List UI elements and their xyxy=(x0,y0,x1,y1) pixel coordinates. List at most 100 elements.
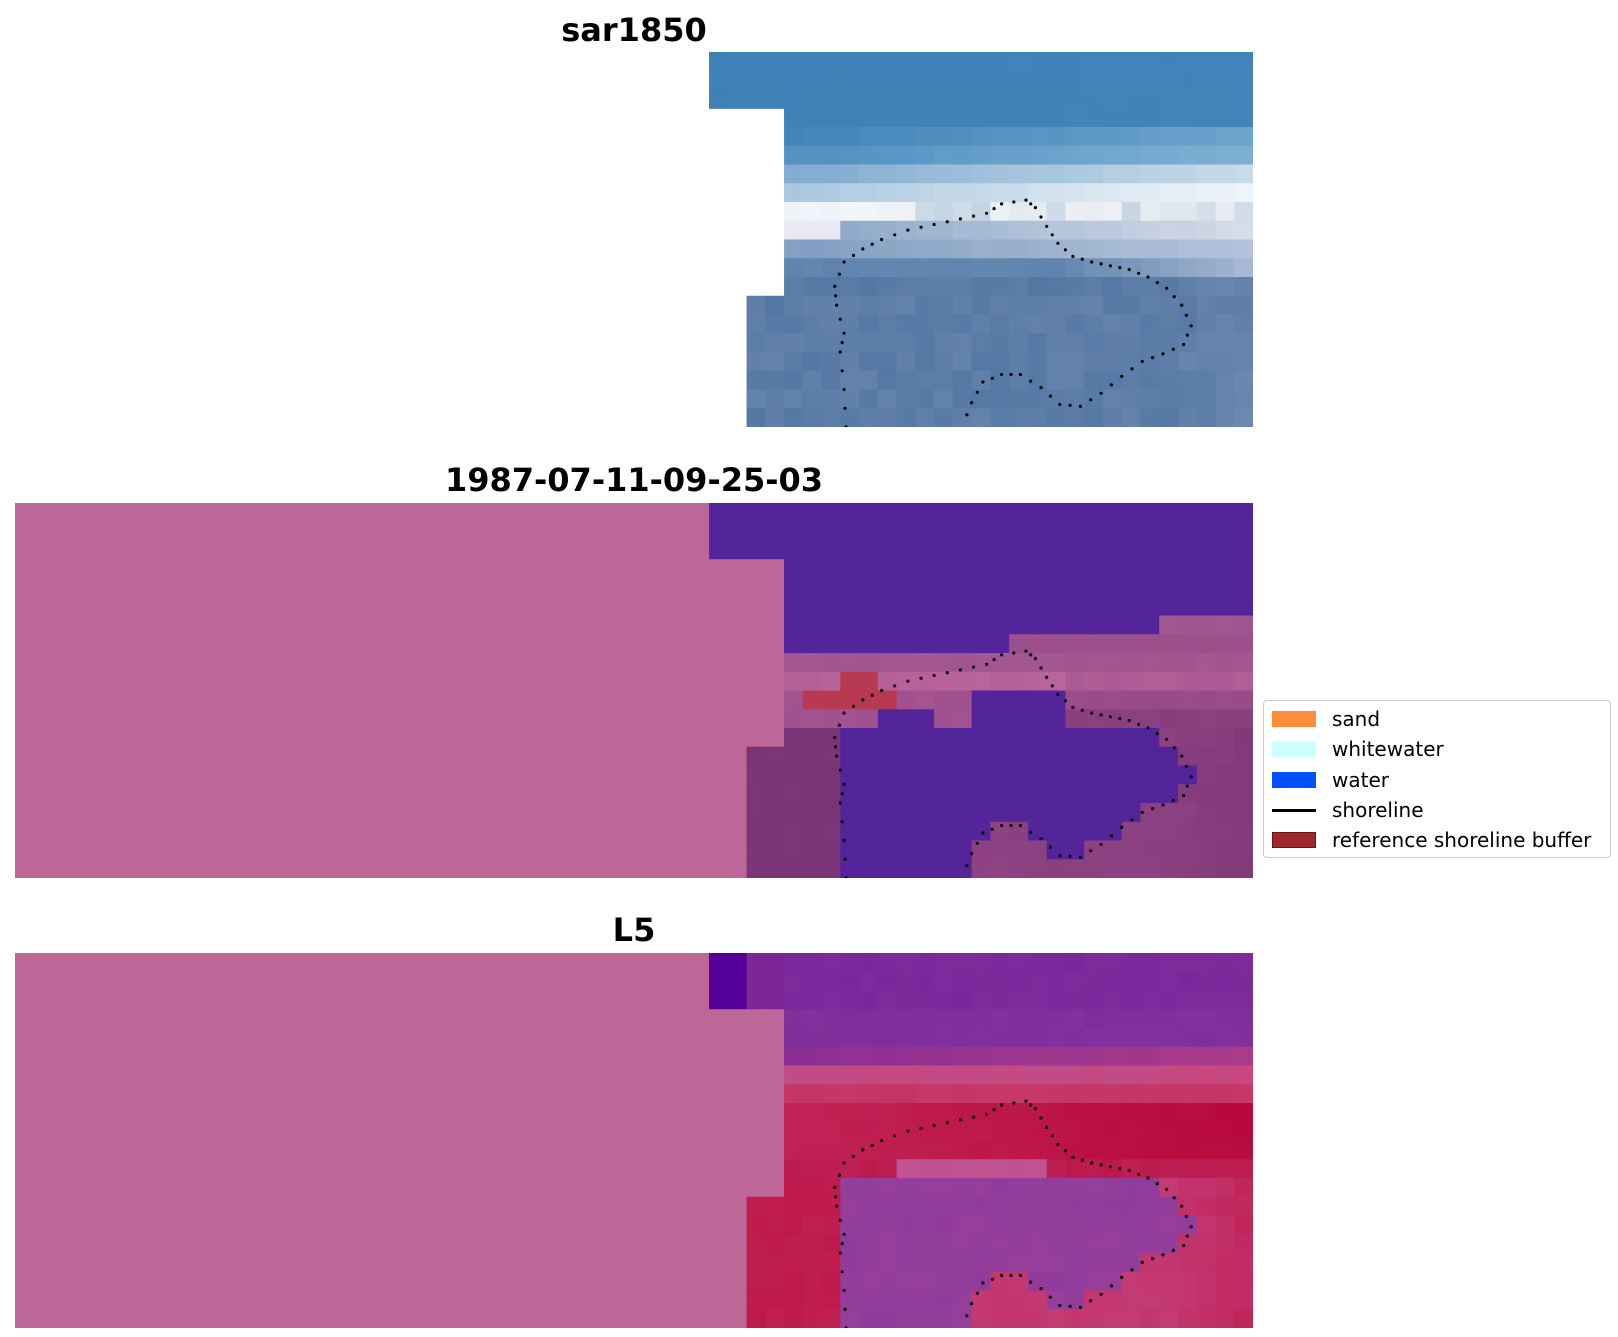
raster-cell xyxy=(315,1065,335,1085)
raster-cell xyxy=(859,258,879,278)
raster-cell xyxy=(240,596,260,617)
raster-cell xyxy=(258,709,279,729)
raster-cell xyxy=(671,765,691,785)
raster-cell xyxy=(859,277,879,297)
raster-cell xyxy=(446,784,466,804)
raster-cell xyxy=(315,1290,335,1310)
shoreline-dot xyxy=(1180,1204,1184,1208)
raster-cell xyxy=(1159,634,1179,654)
raster-cell xyxy=(1046,840,1067,860)
raster-cell xyxy=(333,1253,354,1273)
raster-cell xyxy=(821,1121,841,1142)
raster-cell xyxy=(1027,521,1048,542)
raster-cell xyxy=(952,1196,973,1217)
raster-cell xyxy=(165,1309,185,1328)
shoreline-dot xyxy=(1151,356,1155,360)
raster-cell xyxy=(1140,70,1160,91)
shoreline-dot xyxy=(1024,1099,1028,1103)
raster-cell xyxy=(971,108,991,128)
raster-cell xyxy=(709,746,729,767)
raster-cell xyxy=(1046,202,1067,222)
raster-cell xyxy=(108,1084,129,1104)
raster-cell xyxy=(971,521,991,542)
raster-cell xyxy=(465,803,485,823)
raster-cell xyxy=(558,728,579,748)
raster-cell xyxy=(1121,220,1142,241)
raster-cell xyxy=(634,1196,654,1217)
raster-cell xyxy=(784,521,804,542)
raster-cell xyxy=(558,1271,579,1292)
raster-cell xyxy=(277,953,297,973)
raster-cell xyxy=(652,634,673,654)
raster-cell xyxy=(840,108,860,128)
raster-cell xyxy=(971,1028,991,1048)
raster-cell xyxy=(1027,127,1048,147)
raster-cell xyxy=(765,1196,785,1217)
raster-cell xyxy=(915,596,935,617)
raster-cell xyxy=(52,746,72,767)
raster-cell xyxy=(183,1140,204,1160)
raster-cell xyxy=(258,1103,279,1123)
raster-cell xyxy=(821,183,841,203)
raster-cell xyxy=(896,202,916,222)
raster-cell xyxy=(802,1065,823,1085)
raster-cell xyxy=(202,803,222,823)
raster-cell xyxy=(277,559,297,579)
raster-cell xyxy=(671,1215,691,1235)
raster-cell xyxy=(315,559,335,579)
raster-cell xyxy=(127,953,147,973)
raster-cell xyxy=(221,1196,241,1217)
raster-cell xyxy=(634,784,654,804)
raster-cell xyxy=(821,1271,841,1292)
raster-cell xyxy=(108,690,129,710)
raster-cell xyxy=(1084,108,1104,128)
raster-cell xyxy=(408,540,429,560)
raster-cell xyxy=(1009,1046,1029,1067)
raster-cell xyxy=(596,521,616,542)
raster-cell xyxy=(1177,615,1198,635)
raster-cell xyxy=(915,578,935,598)
raster-cell xyxy=(934,1046,954,1067)
raster-cell xyxy=(709,559,729,579)
raster-cell xyxy=(427,840,448,860)
raster-cell xyxy=(71,1234,91,1254)
raster-cell xyxy=(1065,1215,1085,1235)
raster-cell xyxy=(784,803,804,823)
raster-cell xyxy=(258,1196,279,1217)
raster-cell xyxy=(127,690,147,710)
raster-cell xyxy=(1009,859,1029,878)
raster-cell xyxy=(390,1121,410,1142)
raster-cell xyxy=(465,859,485,878)
raster-cell xyxy=(840,821,860,842)
raster-cell xyxy=(427,1009,448,1029)
raster-cell xyxy=(821,540,841,560)
raster-cell xyxy=(1027,671,1048,692)
raster-cell xyxy=(1234,258,1253,278)
raster-cell xyxy=(108,765,129,785)
raster-cell xyxy=(934,1271,954,1292)
raster-cell xyxy=(859,503,879,523)
raster-cell xyxy=(165,1234,185,1254)
raster-cell xyxy=(1177,953,1198,973)
raster-cell xyxy=(558,1065,579,1085)
shoreline-dot xyxy=(1045,224,1049,228)
raster-cell xyxy=(577,971,598,992)
shoreline-dot xyxy=(1048,1295,1052,1299)
raster-cell xyxy=(15,1178,35,1198)
raster-cell xyxy=(1215,220,1235,241)
raster-cell xyxy=(408,784,429,804)
raster-cell xyxy=(221,1253,241,1273)
raster-cell xyxy=(596,615,616,635)
raster-cell xyxy=(408,1253,429,1273)
raster-cell xyxy=(146,709,166,729)
raster-cell xyxy=(127,1065,147,1085)
raster-cell xyxy=(146,1290,166,1310)
raster-cell xyxy=(483,1309,504,1328)
raster-cell xyxy=(315,971,335,992)
raster-cell xyxy=(821,765,841,785)
legend-label-whitewater: whitewater xyxy=(1332,737,1444,761)
raster-cell xyxy=(408,1084,429,1104)
raster-cell xyxy=(671,615,691,635)
raster-cell xyxy=(202,540,222,560)
raster-cell xyxy=(821,1009,841,1029)
